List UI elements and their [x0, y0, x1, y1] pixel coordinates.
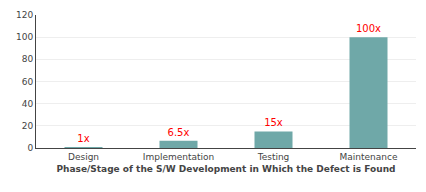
svg-text:80: 80 — [22, 54, 34, 64]
svg-text:40: 40 — [22, 99, 34, 109]
svg-text:100: 100 — [16, 32, 33, 42]
svg-text:6.5x: 6.5x — [168, 127, 190, 138]
svg-text:100x: 100x — [356, 23, 381, 34]
svg-text:15x: 15x — [264, 117, 283, 128]
svg-text:60: 60 — [22, 77, 34, 87]
svg-text:Testing: Testing — [257, 152, 290, 162]
svg-text:0: 0 — [27, 143, 33, 153]
svg-text:20: 20 — [22, 121, 34, 131]
svg-text:Implementation: Implementation — [143, 152, 214, 162]
svg-text:Maintenance: Maintenance — [340, 152, 398, 162]
svg-text:Design: Design — [68, 152, 99, 162]
svg-text:1x: 1x — [77, 133, 89, 144]
svg-text:Phase/Stage of the S/W Develop: Phase/Stage of the S/W Development in Wh… — [57, 164, 396, 174]
svg-text:120: 120 — [16, 10, 33, 20]
